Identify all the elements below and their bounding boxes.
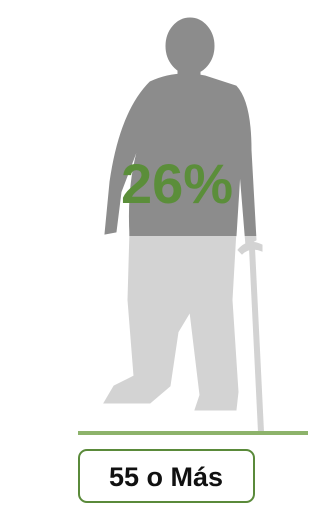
infographic: 26% 55 o Más bbox=[0, 0, 311, 510]
silhouette-dark bbox=[104, 18, 262, 432]
page: {"figure": {"value_label": "26%"}, "labe… bbox=[0, 0, 311, 510]
age-label: 55 o Más bbox=[109, 462, 223, 492]
percentage: 26% bbox=[121, 152, 233, 215]
ground-line bbox=[78, 431, 308, 435]
